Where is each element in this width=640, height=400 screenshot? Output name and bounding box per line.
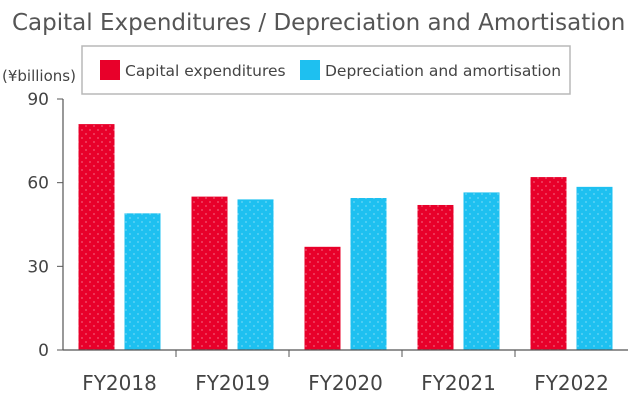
x-tick-label-fy2022: FY2022 bbox=[534, 371, 609, 395]
bar-capital-expenditures-fy2020-texture bbox=[304, 246, 341, 350]
legend-swatch-depreciation-amortisation bbox=[300, 60, 320, 80]
x-tick-label-fy2021: FY2021 bbox=[421, 371, 496, 395]
bar-capital-expenditures-fy2021-texture bbox=[417, 204, 454, 350]
y-tick-label: 60 bbox=[27, 174, 49, 194]
legend-label-capital-expenditures: Capital expenditures bbox=[125, 62, 286, 80]
y-axis-unit-label: (¥billions) bbox=[2, 67, 76, 85]
y-axis: 0 30 60 90 bbox=[27, 90, 63, 361]
legend-box bbox=[81, 45, 571, 95]
bar-depreciation-and-amortisation-fy2018-texture bbox=[124, 213, 161, 350]
bars bbox=[78, 124, 613, 350]
bar-depreciation-and-amortisation-fy2019-texture bbox=[237, 199, 274, 350]
x-tick-label-fy2019: FY2019 bbox=[195, 371, 270, 395]
bar-capital-expenditures-fy2022-texture bbox=[530, 177, 567, 350]
bar-depreciation-and-amortisation-fy2021-texture bbox=[463, 192, 500, 350]
bar-capital-expenditures-fy2018-texture bbox=[78, 124, 115, 350]
y-tick-label: 0 bbox=[38, 341, 49, 361]
legend: Capital expenditures Depreciation and am… bbox=[81, 45, 571, 95]
chart-title: Capital Expenditures / Depreciation and … bbox=[12, 10, 625, 36]
legend-label-depreciation-amortisation: Depreciation and amortisation bbox=[325, 62, 561, 80]
bar-depreciation-and-amortisation-fy2020-texture bbox=[350, 198, 387, 350]
bar-depreciation-and-amortisation-fy2022-texture bbox=[576, 186, 613, 350]
bar-capital-expenditures-fy2019-texture bbox=[191, 196, 228, 350]
legend-swatch-capital-expenditures bbox=[100, 60, 120, 80]
x-tick-label-fy2020: FY2020 bbox=[308, 371, 383, 395]
x-tick-label-fy2018: FY2018 bbox=[82, 371, 157, 395]
y-tick-label: 30 bbox=[27, 257, 49, 277]
y-tick-label: 90 bbox=[27, 90, 49, 110]
x-axis: FY2018 FY2019 FY2020 FY2021 FY2022 bbox=[82, 350, 609, 395]
axes bbox=[62, 99, 628, 351]
